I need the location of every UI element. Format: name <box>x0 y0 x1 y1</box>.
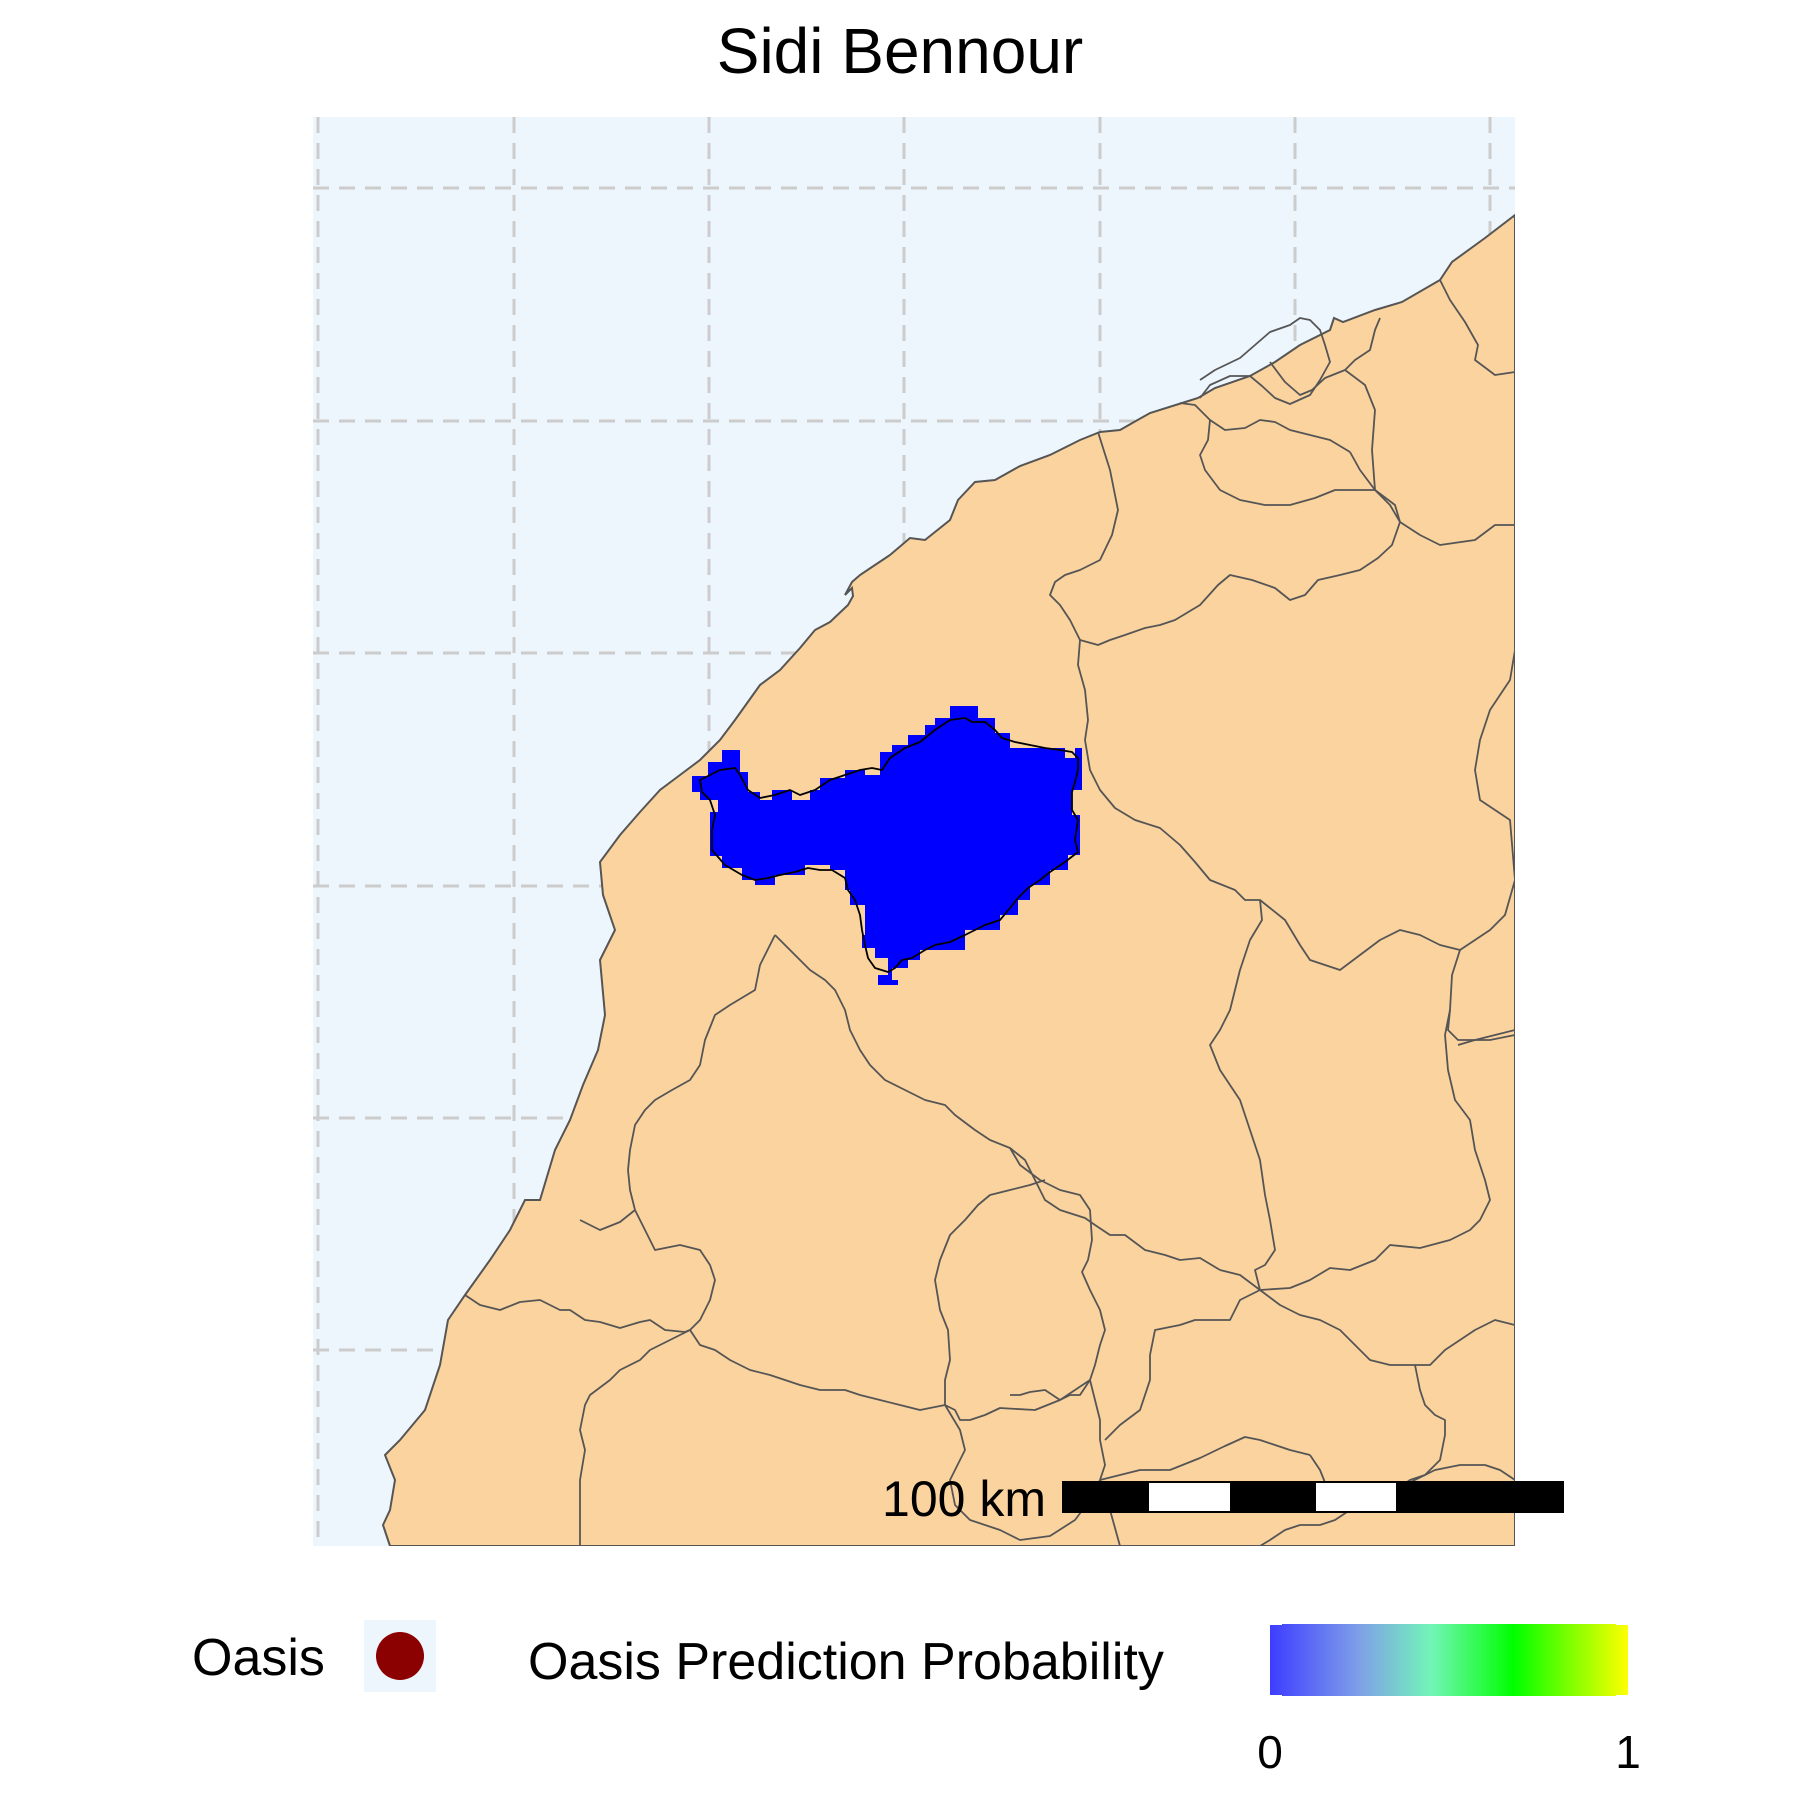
colorbar-ticks <box>1270 1623 1628 1697</box>
prediction-raster <box>692 706 1082 985</box>
sidi-bennour-boundary <box>699 717 1079 973</box>
probability-legend-label: Oasis Prediction Probability <box>528 1633 1164 1691</box>
admin-borders <box>464 279 1515 1546</box>
map-title: Sidi Bennour <box>716 15 1084 87</box>
probability-colorbar <box>1270 1624 1628 1696</box>
oasis-point-symbol <box>376 1632 424 1680</box>
colorbar-min-label: 0 <box>1257 1726 1283 1778</box>
oasis-legend-label: Oasis <box>192 1629 325 1687</box>
colorbar-max-label: 1 <box>1615 1726 1641 1778</box>
scale-bar-label: 100 km <box>882 1471 1046 1527</box>
scale-bar <box>1062 1481 1564 1513</box>
